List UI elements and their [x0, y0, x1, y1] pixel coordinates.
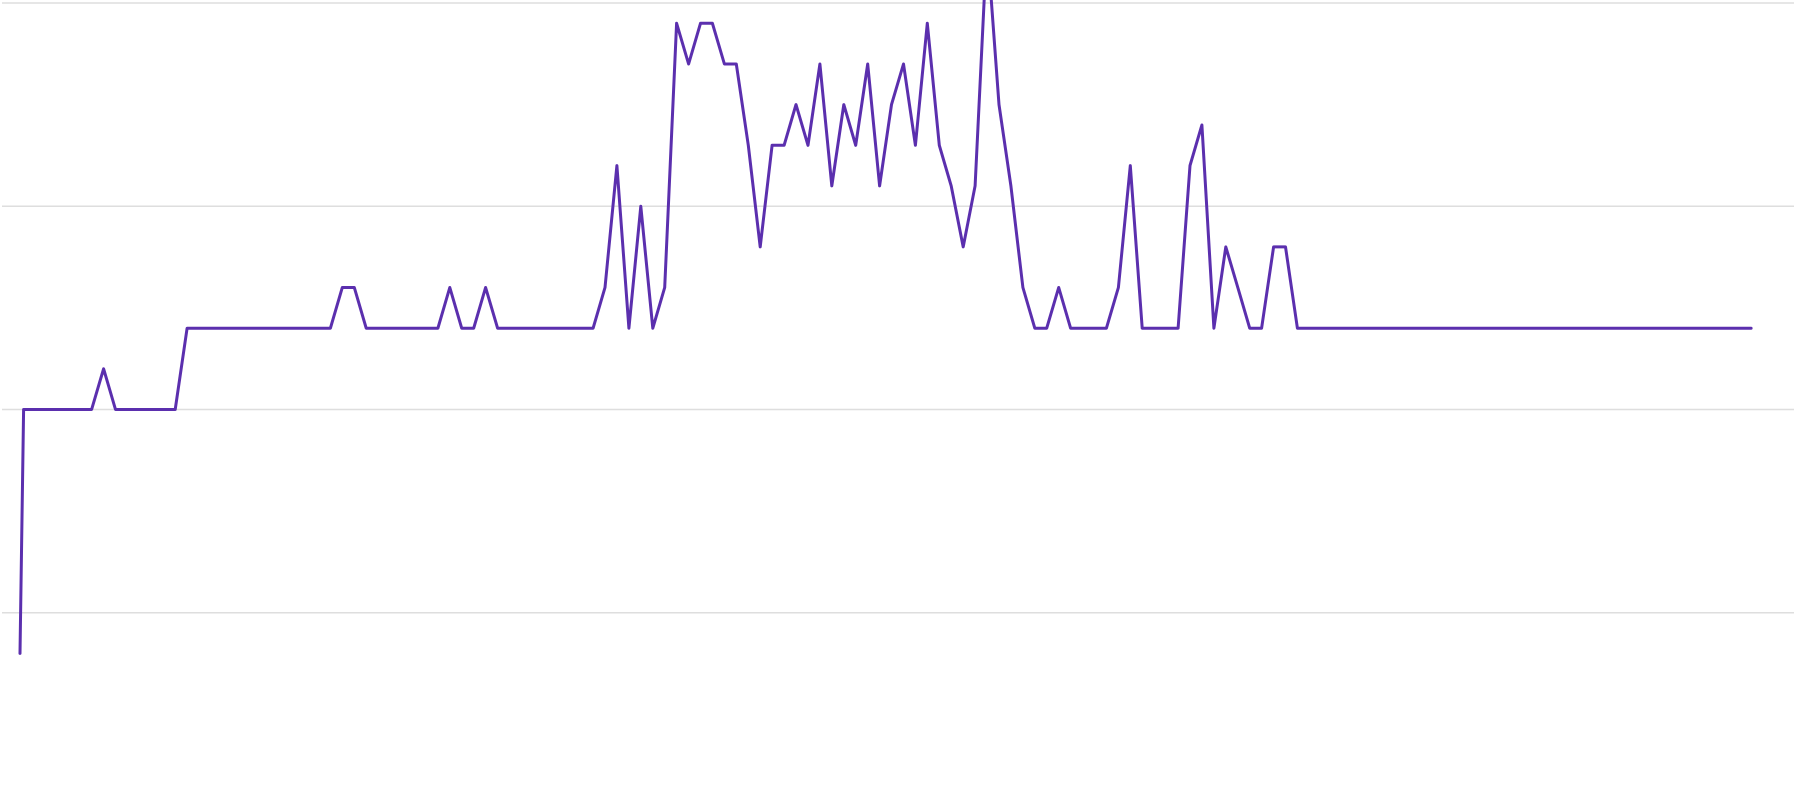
series-line-0 — [18, 0, 1753, 655]
series-layer — [18, 0, 1753, 655]
gridlines — [2, 2, 1794, 614]
